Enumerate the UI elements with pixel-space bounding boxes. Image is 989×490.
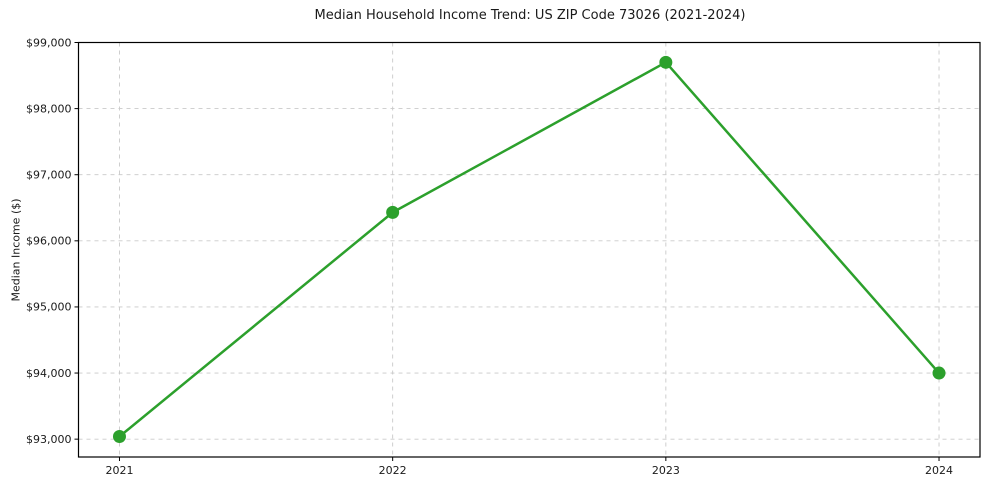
data-point-2022: [386, 205, 400, 219]
x-tick-label: 2023: [652, 464, 680, 477]
data-point-2023: [659, 55, 673, 69]
data-point-2024: [932, 366, 946, 380]
x-tick-label: 2022: [379, 464, 407, 477]
trend-line: [118, 61, 941, 438]
y-tick-label: $99,000: [26, 36, 72, 49]
y-tick-label: $94,000: [26, 367, 72, 380]
y-tick-label: $93,000: [26, 433, 72, 446]
y-tick-label: $95,000: [26, 301, 72, 314]
y-tick-label: $98,000: [26, 102, 72, 115]
chart-title: Median Household Income Trend: US ZIP Co…: [314, 8, 746, 23]
y-tick-label: $97,000: [26, 169, 72, 182]
plot-border: [77, 41, 981, 458]
x-tick-label: 2021: [105, 464, 133, 477]
y-tick-label: $96,000: [26, 235, 72, 248]
data-point-2021: [112, 430, 126, 444]
x-tick-label: 2024: [925, 464, 953, 477]
